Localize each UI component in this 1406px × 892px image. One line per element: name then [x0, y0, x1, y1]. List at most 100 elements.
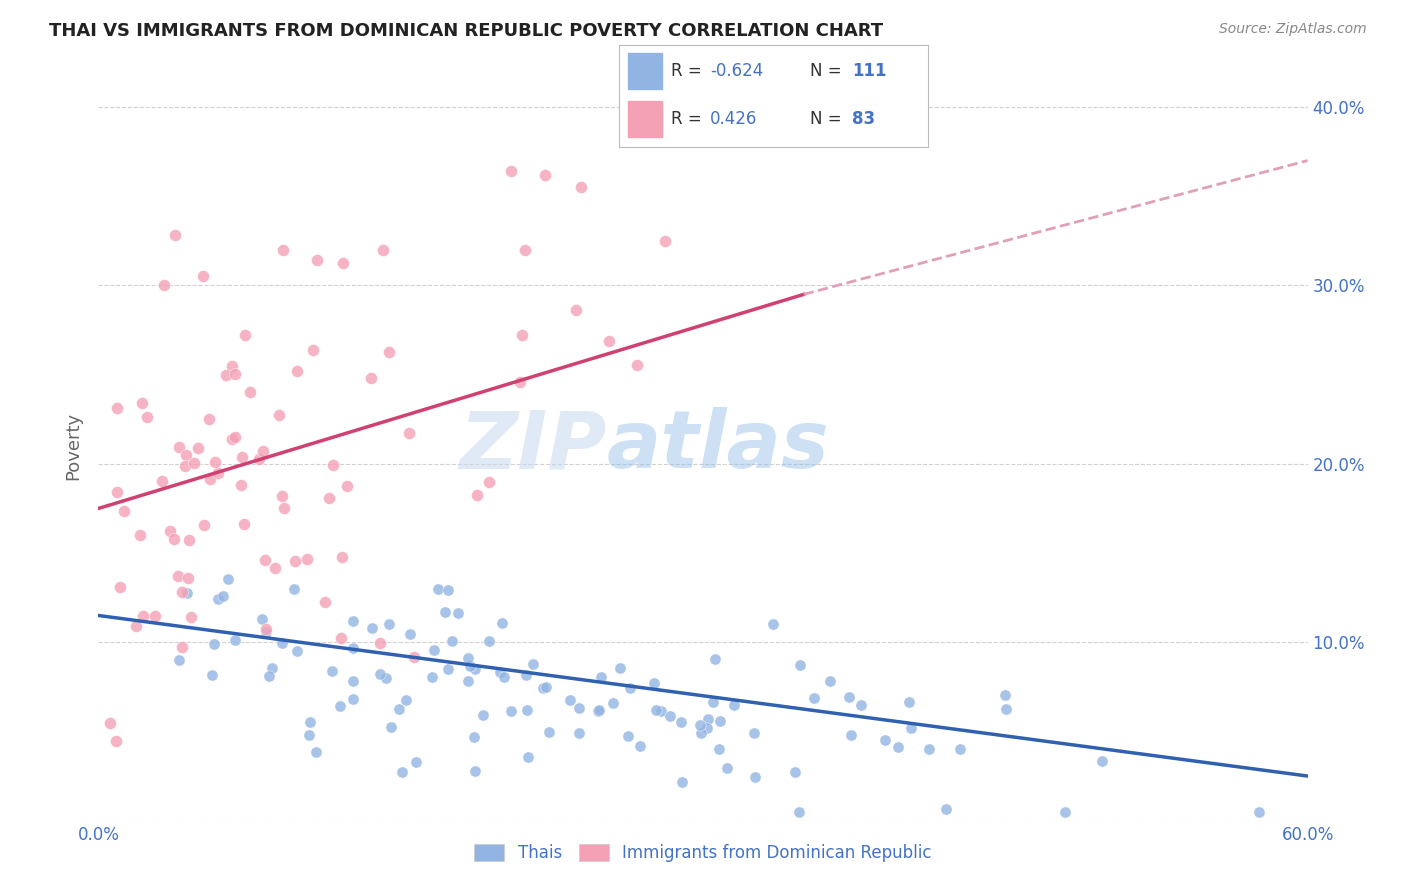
Point: [650, 704, 672, 718]
Point: [457, 673, 479, 688]
Point: [318, 491, 340, 505]
Point: [716, 761, 738, 775]
Point: [569, 180, 592, 194]
Point: [995, 702, 1018, 716]
Point: [131, 395, 153, 409]
Point: [591, 669, 613, 683]
Point: [457, 651, 479, 665]
Point: [558, 693, 581, 707]
Point: [361, 621, 384, 635]
Point: [707, 742, 730, 756]
Point: [215, 368, 238, 383]
Point: [269, 408, 291, 422]
Point: [533, 168, 555, 182]
Point: [159, 524, 181, 538]
Point: [305, 745, 328, 759]
Point: [391, 764, 413, 779]
Point: [150, 474, 173, 488]
Point: [536, 680, 558, 694]
Point: [388, 702, 411, 716]
Bar: [628, 53, 662, 88]
Point: [198, 472, 221, 486]
Point: [689, 717, 711, 731]
Point: [322, 458, 344, 472]
Text: ZIP: ZIP: [458, 407, 606, 485]
Point: [285, 364, 308, 378]
Point: [492, 670, 515, 684]
Point: [723, 698, 745, 712]
Point: [696, 712, 718, 726]
Point: [458, 658, 481, 673]
Point: [252, 444, 274, 458]
Point: [643, 676, 665, 690]
Point: [499, 704, 522, 718]
Point: [174, 448, 197, 462]
Legend: Thais, Immigrants from Dominican Republic: Thais, Immigrants from Dominican Republi…: [468, 837, 938, 869]
Point: [191, 269, 214, 284]
Point: [193, 518, 215, 533]
Point: [204, 455, 226, 469]
Point: [789, 805, 811, 819]
Point: [105, 484, 128, 499]
Point: [512, 328, 534, 343]
Point: [105, 401, 128, 415]
Point: [423, 642, 446, 657]
Point: [174, 458, 197, 473]
Point: [273, 243, 295, 257]
Text: 111: 111: [852, 62, 887, 79]
Point: [129, 528, 152, 542]
Point: [172, 585, 194, 599]
Point: [202, 636, 225, 650]
Point: [298, 728, 321, 742]
Point: [112, 504, 135, 518]
Point: [298, 715, 321, 730]
Point: [342, 640, 364, 655]
Point: [568, 725, 591, 739]
Point: [427, 582, 450, 596]
Point: [472, 708, 495, 723]
Point: [233, 517, 256, 532]
Point: [368, 636, 391, 650]
Point: [254, 625, 277, 640]
Point: [342, 673, 364, 688]
Point: [342, 615, 364, 629]
Point: [464, 764, 486, 779]
Point: [201, 668, 224, 682]
Point: [949, 742, 972, 756]
Text: -0.624: -0.624: [710, 62, 763, 79]
Point: [489, 665, 512, 679]
Point: [463, 730, 485, 744]
Point: [143, 609, 166, 624]
Point: [838, 690, 860, 705]
Point: [849, 698, 872, 712]
Point: [169, 653, 191, 667]
Point: [478, 475, 501, 490]
Point: [377, 345, 399, 359]
Point: [252, 612, 274, 626]
Point: [803, 691, 825, 706]
Point: [522, 657, 544, 671]
Point: [224, 430, 246, 444]
Point: [368, 666, 391, 681]
Point: [375, 671, 398, 685]
Text: 0.426: 0.426: [710, 110, 758, 128]
Point: [224, 367, 246, 381]
Point: [176, 586, 198, 600]
Point: [1249, 805, 1271, 819]
Point: [176, 571, 198, 585]
Point: [305, 253, 328, 268]
Point: [645, 703, 668, 717]
Point: [654, 234, 676, 248]
Point: [125, 618, 148, 632]
Point: [659, 709, 682, 723]
Point: [332, 256, 354, 270]
Text: N =: N =: [810, 62, 848, 79]
Text: Source: ZipAtlas.com: Source: ZipAtlas.com: [1219, 22, 1367, 37]
Point: [671, 775, 693, 789]
Point: [165, 227, 187, 242]
Point: [398, 627, 420, 641]
Point: [264, 561, 287, 575]
Point: [433, 605, 456, 619]
Point: [935, 801, 957, 815]
Point: [170, 640, 193, 654]
